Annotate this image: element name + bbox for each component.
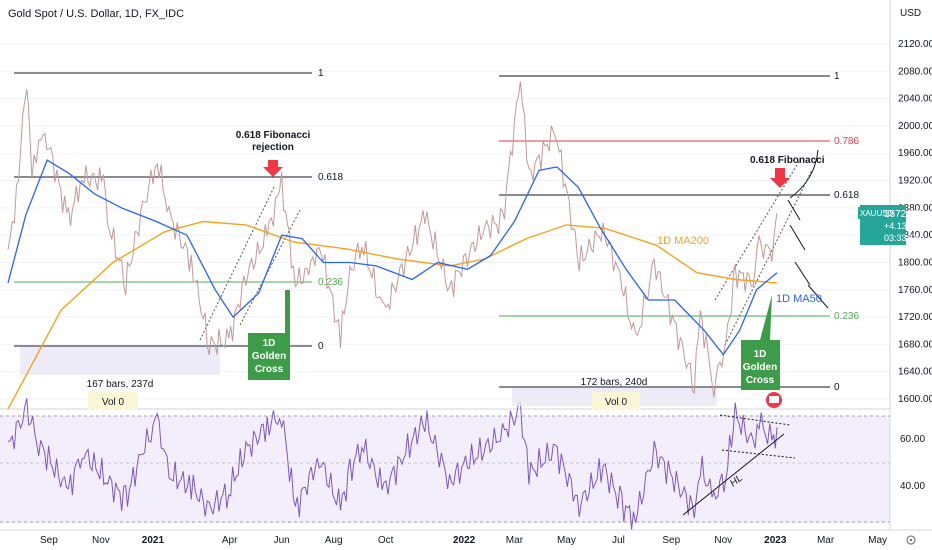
price-tick-label: 1720.00 xyxy=(898,312,932,323)
left-range-box xyxy=(20,347,220,375)
time-tick-label: Aug xyxy=(325,535,343,546)
time-tick-label: Oct xyxy=(378,535,394,546)
symbol-label: XAUUSD xyxy=(860,209,894,218)
rsi-trendlines xyxy=(682,414,796,516)
projection-down-3 xyxy=(794,261,811,286)
vol-left-label: Vol 0 xyxy=(102,397,125,408)
right-golden-cross-text: 1D Golden Cross xyxy=(743,349,777,386)
gc-right-line1: 1D xyxy=(754,349,767,360)
time-tick-label: 2022 xyxy=(453,535,476,546)
right-fib-label: 0.618 Fibonacci xyxy=(750,155,825,166)
left-fib-rejection-label-2: rejection xyxy=(252,142,294,153)
vol-right-label: Vol 0 xyxy=(605,397,628,408)
price-tick-label: 1760.00 xyxy=(898,285,932,296)
left-channel-upper xyxy=(239,209,301,326)
channels xyxy=(199,159,813,346)
left-fib-rejection-label: 0.618 Fibonacci xyxy=(236,130,311,141)
price-tick-label: 1680.00 xyxy=(898,339,932,350)
left-channel-lower xyxy=(199,184,276,341)
fib-right-0618-label: 0.618 xyxy=(834,190,859,201)
left-golden-cross-bubble xyxy=(248,290,290,380)
currency-label: USD xyxy=(900,8,921,19)
vol-right-bg xyxy=(592,392,640,410)
time-tick-label: Apr xyxy=(222,535,238,546)
time-tick-label: Mar xyxy=(506,535,524,546)
settings-icon[interactable] xyxy=(906,535,916,545)
countdown-label: 03:33:16 xyxy=(884,233,919,243)
rsi-triangle-bottom xyxy=(721,449,796,459)
price-tick-label: 1800.00 xyxy=(898,257,932,268)
time-tick-label: 2021 xyxy=(142,535,165,546)
time-tick-label: 2023 xyxy=(764,535,787,546)
fib-right-0-label: 0 xyxy=(834,382,840,393)
fib-left-0618-label: 0.618 xyxy=(318,172,343,183)
right-channel-lower xyxy=(724,169,813,346)
price-tick-label: 2040.00 xyxy=(898,94,932,105)
fib-left-0-label: 0 xyxy=(318,341,324,352)
left-golden-cross-text: 1D Golden Cross xyxy=(252,338,286,375)
right-range-label: 172 bars, 240d xyxy=(581,377,648,388)
gc-right-line3: Cross xyxy=(746,375,775,386)
ma50-label: 1D MA50 xyxy=(776,293,822,305)
rsi-axis[interactable]: 60.00 40.00 xyxy=(900,434,925,492)
gc-left-line3: Cross xyxy=(255,364,284,375)
projection-down-4 xyxy=(807,284,829,309)
rsi-tick-label: 40.00 xyxy=(900,481,925,492)
time-tick-label: Sep xyxy=(662,535,680,546)
rsi-hl-line xyxy=(682,433,785,516)
price-tick-label: 2080.00 xyxy=(898,66,932,77)
left-range-label: 167 bars, 237d xyxy=(87,379,154,390)
price-tick-label: 1640.00 xyxy=(898,367,932,378)
price-tick-label: 1840.00 xyxy=(898,230,932,241)
price-tick-label: 1880.00 xyxy=(898,203,932,214)
left-red-arrow xyxy=(263,160,283,177)
chart-title: Gold Spot / U.S. Dollar, 1D, FX_IDC xyxy=(8,8,184,20)
time-tick-label: Mar xyxy=(817,535,835,546)
price-axis-bg xyxy=(890,0,932,550)
right-red-arrow xyxy=(770,168,790,188)
price-tick-label: 1960.00 xyxy=(898,148,932,159)
ma50-line xyxy=(7,159,778,356)
right-golden-cross-bubble xyxy=(741,295,780,390)
gc-left-line1: 1D xyxy=(263,338,276,349)
time-tick-label: Jun xyxy=(274,535,290,546)
fibonacci-levels xyxy=(14,72,830,388)
fib-left-1-label: 1 xyxy=(318,68,324,79)
last-price-label: 1872.60 xyxy=(884,209,921,220)
rsi-tick-label: 60.00 xyxy=(900,434,925,445)
time-tick-label: May xyxy=(868,535,887,546)
gc-left-line2: Golden xyxy=(252,351,286,362)
price-tick-label: 1600.00 xyxy=(898,394,932,405)
time-tick-label: Nov xyxy=(714,535,732,546)
price-axis[interactable]: 2120.00 2080.00 2040.00 2000.00 1960.00 1920.… xyxy=(898,39,932,405)
change-label: +4.13% xyxy=(884,221,915,231)
time-tick-label: Sep xyxy=(40,535,58,546)
projection-down-2 xyxy=(789,224,806,251)
projection-down-1 xyxy=(787,199,801,221)
rsi-line xyxy=(7,398,778,530)
vol-left-bg xyxy=(88,392,138,410)
ma200-line xyxy=(7,220,778,410)
fib-left-0236-label: 0.236 xyxy=(318,277,343,288)
time-axis[interactable]: Sep Nov 2021 Apr Jun Aug Oct 2022 Mar May Jul Sep No… xyxy=(40,535,887,546)
event-flag-inner xyxy=(769,396,779,403)
gc-right-line2: Golden xyxy=(743,362,777,373)
ma200-label: 1D MA200 xyxy=(657,235,709,247)
fib-right-0786-label: 0.786 xyxy=(834,136,859,147)
symbol-tag xyxy=(858,207,882,219)
projection-up xyxy=(789,149,819,199)
fib-right-1-label: 1 xyxy=(834,71,840,82)
time-tick-label: Nov xyxy=(92,535,110,546)
price-tick-label: 2000.00 xyxy=(898,121,932,132)
price-tick-label: 1920.00 xyxy=(898,176,932,187)
projection-arrows xyxy=(787,149,829,309)
time-tick-label: Jul xyxy=(612,535,625,546)
fib-right-0236-label: 0.236 xyxy=(834,311,859,322)
right-channel-upper xyxy=(714,159,801,301)
price-tick-label: 2120.00 xyxy=(898,39,932,50)
rsi-panel xyxy=(0,398,890,530)
price-line xyxy=(7,81,778,398)
time-tick-label: May xyxy=(557,535,576,546)
